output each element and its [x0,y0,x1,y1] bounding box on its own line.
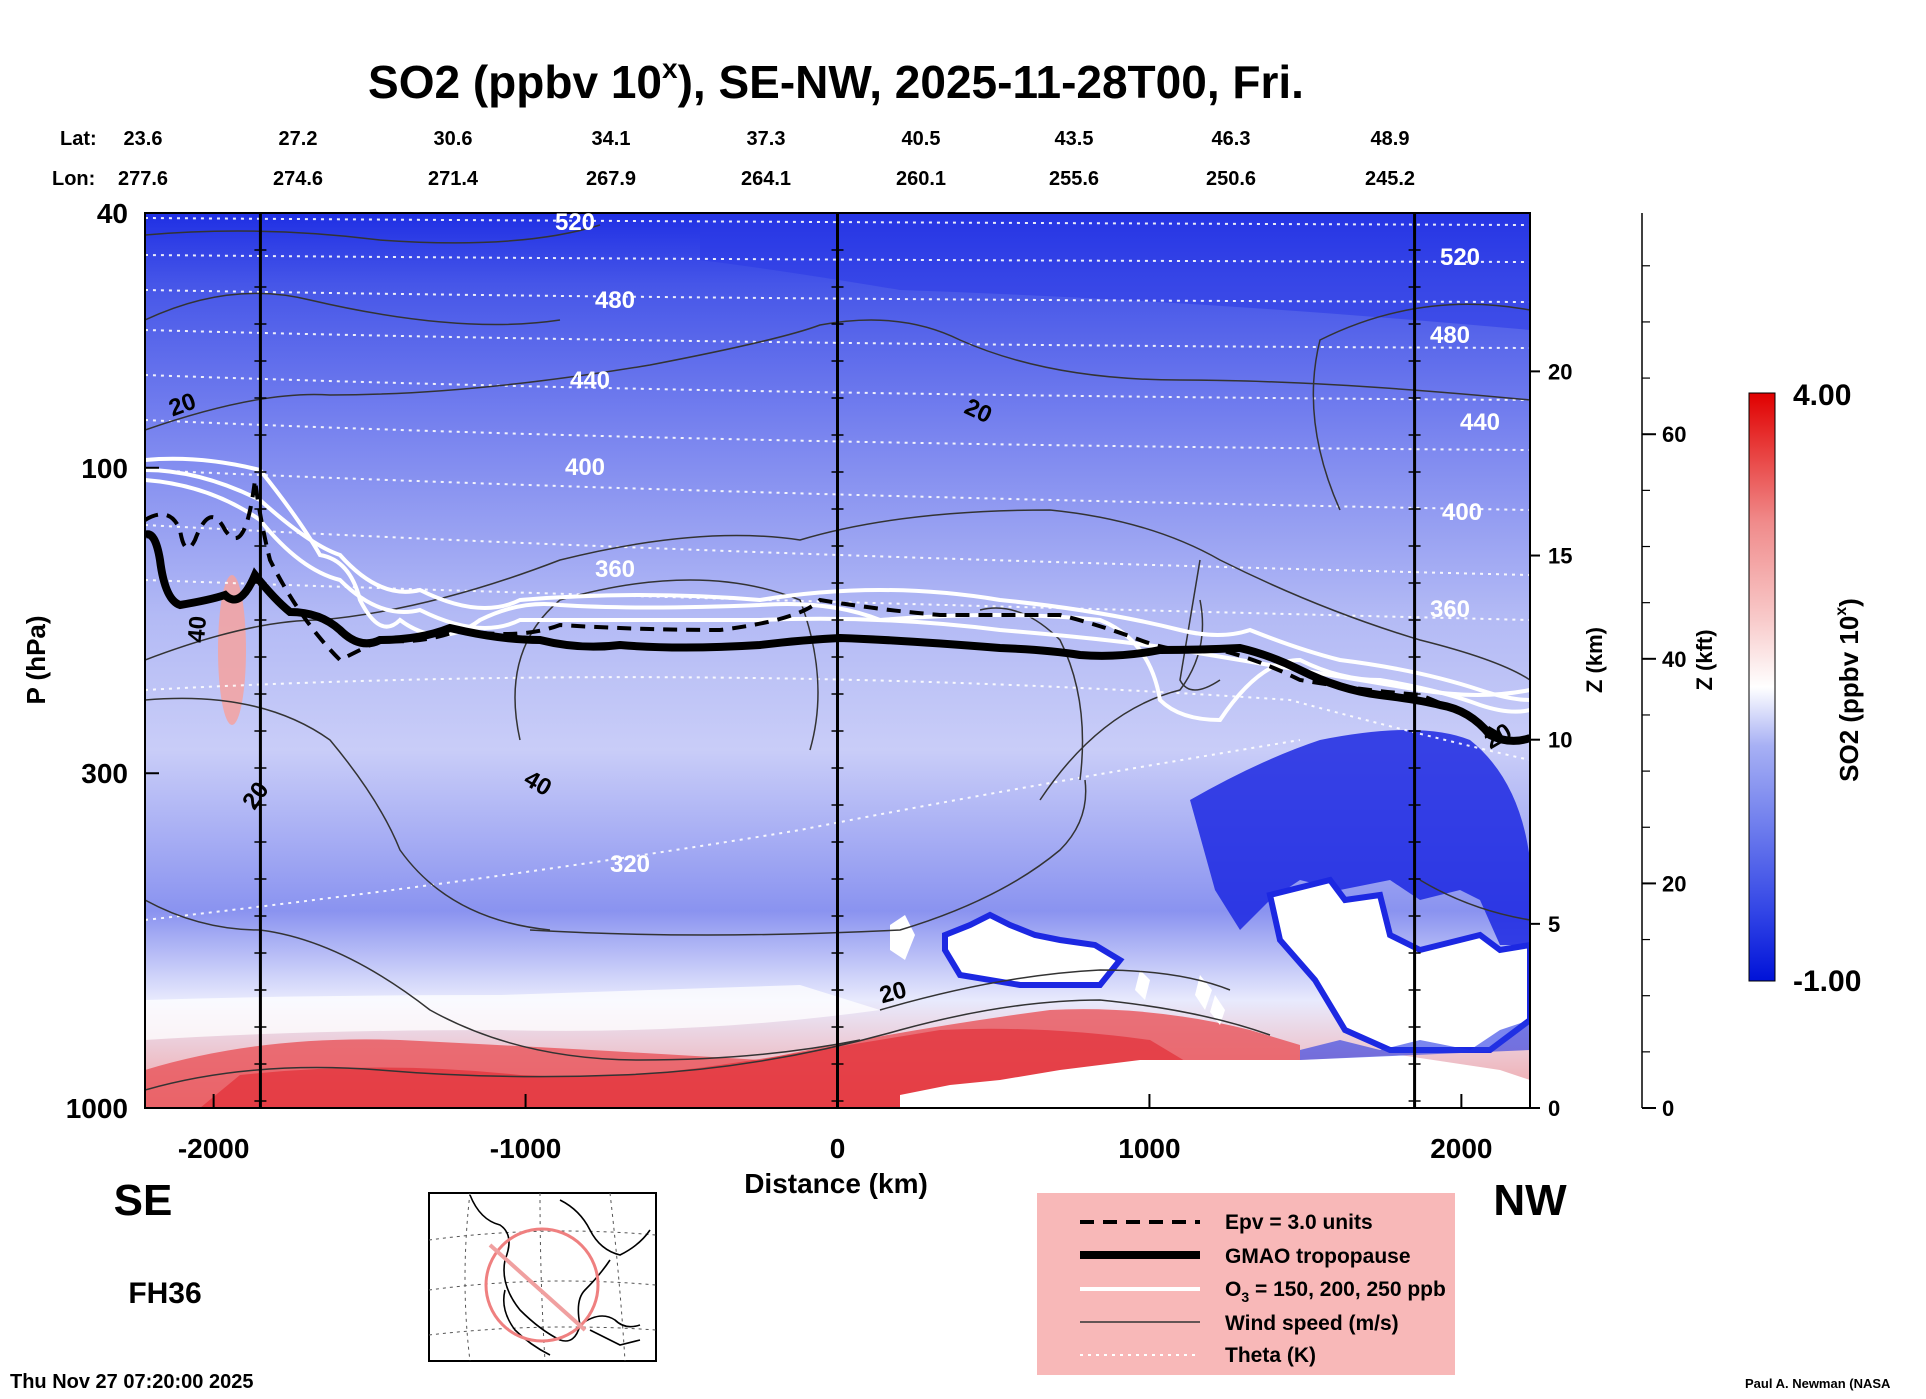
theta-contour-label-right: 400 [1442,499,1482,526]
legend: Epv = 3.0 units GMAO tropopause O3 = 150… [1037,1193,1455,1375]
so2-missing-region-7 [900,1055,1530,1108]
y-axis: 40 100 300 1000 [66,198,159,1124]
y-tick-label: 1000 [66,1093,128,1124]
lon-row-label: Lon: [52,168,95,190]
theta-contour-label-right: 520 [1440,244,1480,271]
legend-o3-label: O3 = 150, 200, 250 ppb [1225,1278,1446,1305]
lon-tick-label: 267.9 [586,168,636,190]
z-km-axis: 0 5 10 15 20 [1530,359,1572,1121]
theta-contour-label: 320 [610,851,650,878]
so2-white-band [145,985,880,1040]
forecast-hour: FH36 [128,1277,201,1310]
legend-tropopause-label: GMAO tropopause [1225,1245,1411,1268]
z-kft-tick-label: 0 [1662,1096,1674,1121]
y-axis-label: P (hPa) [21,615,51,704]
x-tick-label: -2000 [178,1133,250,1164]
theta-contour-label: 360 [595,556,635,583]
z-km-axis-label: Z (km) [1582,627,1607,693]
colorbar-ramp [1748,392,1776,982]
lat-tick-label: 27.2 [279,128,318,150]
wind-contours [145,224,1530,1091]
y-tick-label: 40 [97,198,128,229]
lat-tick-label: 37.3 [747,128,786,150]
lat-tick-label: 34.1 [592,128,631,150]
lon-tick-label: 255.6 [1049,168,1099,190]
z-km-tick-label: 5 [1548,912,1560,937]
x-axis: -2000 -1000 0 1000 2000 [178,1094,1493,1164]
so2-field [145,213,1530,1108]
so2-missing-region-3 [1266,876,1530,1053]
map-inset-frame [428,1192,657,1362]
z-kft-tick-label: 20 [1662,871,1686,896]
theta-contour-label: 480 [595,287,635,314]
theta-contour-label-right: 480 [1430,322,1470,349]
x-tick-label: 0 [830,1133,846,1164]
theta-contour-label-right: 440 [1460,409,1500,436]
so2-missing-region-5 [1195,975,1212,1010]
lat-tick-label: 46.3 [1212,128,1251,150]
z-km-tick-label: 15 [1548,544,1572,569]
lat-tick-label: 30.6 [434,128,473,150]
so2-red-plume [218,575,246,725]
y-tick-label: 100 [81,453,128,484]
lat-tick-label: 23.6 [124,128,163,150]
epv-contour [145,479,1530,742]
lat-row-label: Lat: [60,128,97,150]
legend-wind-label: Wind speed (m/s) [1225,1312,1399,1335]
so2-missing-region-6 [1210,995,1225,1025]
map-section-line [488,1243,587,1332]
y-tick-label: 300 [81,758,128,789]
lon-tick-label: 271.4 [428,168,479,190]
map-inset [428,1192,657,1362]
se-label: SE [114,1176,173,1225]
colorbar-min-label: -1.00 [1793,965,1861,998]
z-kft-axis: 0 20 40 60 [1641,213,1686,1121]
so2-missing-region-1 [890,915,915,960]
colorbar-max-label: 4.00 [1793,379,1851,412]
z-kft-tick-label: 40 [1662,647,1686,672]
theta-contour-label: 520 [555,209,595,236]
theta-contour-label: 440 [570,367,610,394]
so2-missing-region-2 [942,911,1125,988]
lon-tick-label: 274.6 [273,168,323,190]
lon-tick-label: 264.1 [741,168,791,190]
lat-tick-label: 48.9 [1371,128,1410,150]
colorbar-label: SO2 (ppbv 10x) [1833,598,1864,782]
lon-tick-label: 245.2 [1365,168,1415,190]
theta-contour-label: 400 [565,454,605,481]
x-tick-label: 1000 [1118,1133,1180,1164]
map-coastline [469,1194,651,1356]
x-tick-label: 2000 [1430,1133,1492,1164]
tropopause-line [145,530,1530,745]
x-tick-label: -1000 [490,1133,562,1164]
z-kft-tick-label: 60 [1662,422,1686,447]
lat-tick-label: 40.5 [902,128,941,150]
z-km-tick-label: 20 [1548,359,1572,384]
z-km-tick-label: 10 [1548,728,1572,753]
colorbar: 4.00 -1.00 SO2 (ppbv 10x) [1748,379,1864,998]
lon-tick-label: 250.6 [1206,168,1256,190]
lon-tick-label: 260.1 [896,168,946,190]
credit: Paul A. Newman (NASA [1745,1376,1891,1391]
legend-theta-label: Theta (K) [1225,1344,1316,1367]
so2-missing-region-4 [1135,970,1150,1000]
vertical-markers [254,213,1421,1108]
timestamp: Thu Nov 27 07:20:00 2025 [10,1371,253,1393]
chart-title: SO2 (ppbv 10x), SE-NW, 2025-11-28T00, Fr… [368,53,1304,108]
wind-contour-label: 40 [183,615,212,644]
z-kft-axis-label: Z (kft) [1692,629,1717,690]
x-axis-label: Distance (km) [744,1168,928,1199]
lat-tick-label: 43.5 [1055,128,1094,150]
z-km-tick-label: 0 [1548,1096,1560,1121]
map-region-circle [484,1227,600,1343]
lat-lon-ticks: 23.6 27.2 30.6 34.1 37.3 40.5 43.5 46.3 48.9 277.… [118,128,1415,190]
theta-contour-label-right: 360 [1430,596,1470,623]
nw-label: NW [1493,1176,1567,1225]
legend-epv-label: Epv = 3.0 units [1225,1211,1373,1234]
so2-blue-edge-lower-right [1300,1020,1530,1060]
lon-tick-label: 277.6 [118,168,168,190]
